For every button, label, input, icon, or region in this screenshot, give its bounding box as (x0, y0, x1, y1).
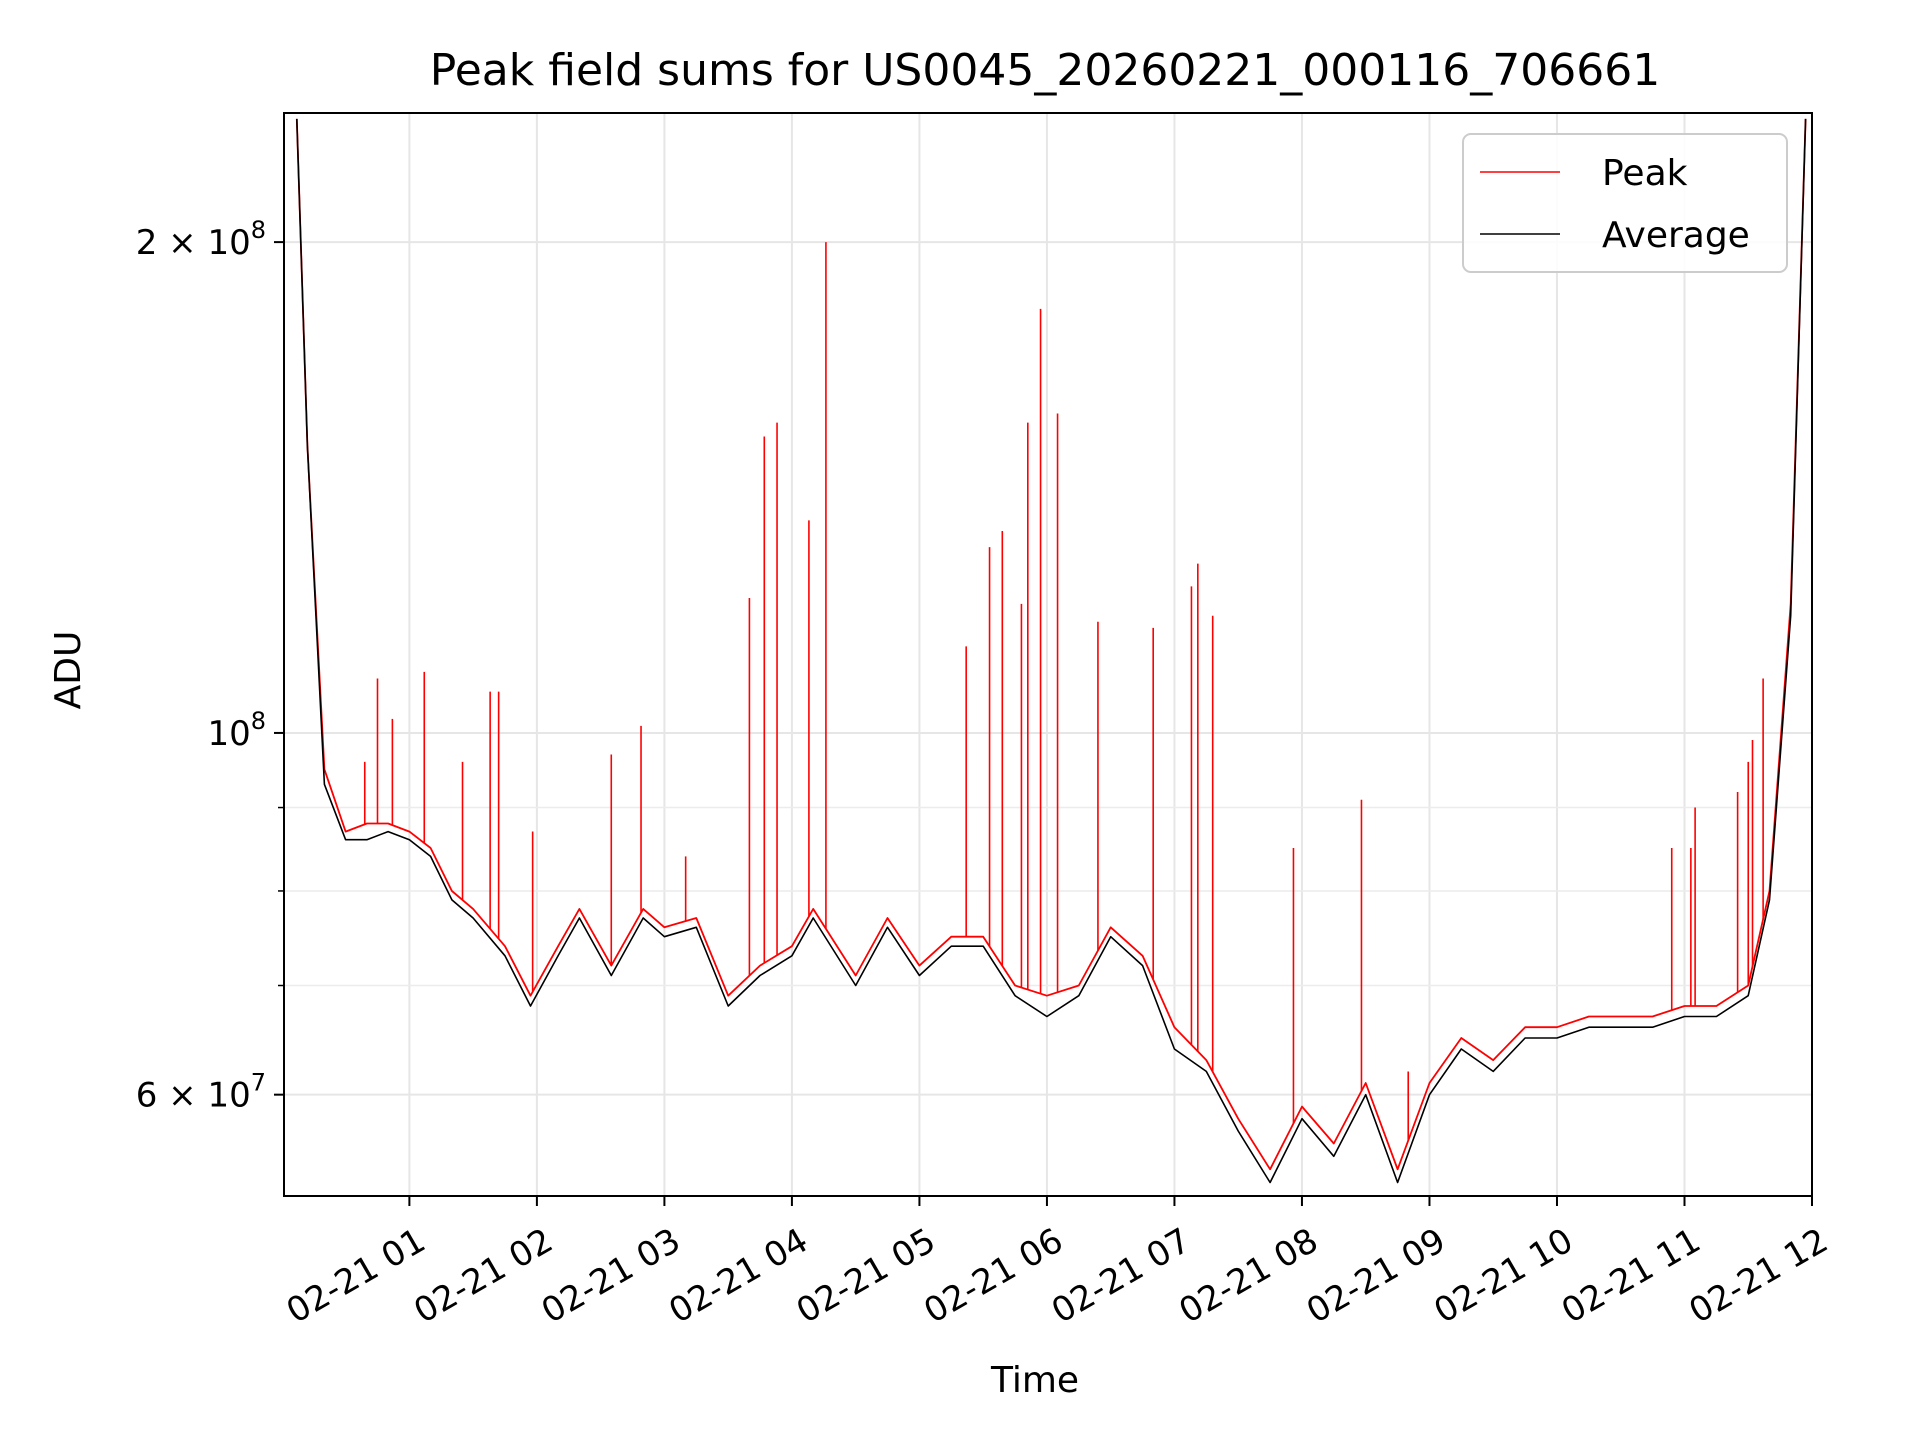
chart-title: Peak field sums for US0045_20260221_0001… (430, 45, 1660, 96)
legend-label-average: Average (1602, 215, 1750, 256)
x-axis-label: Time (990, 1360, 1079, 1401)
y-tick-label: 108 (207, 707, 266, 754)
plot-frame (283, 112, 1813, 1197)
series-line-peak (295, 118, 1807, 1171)
legend: Peak Average (1462, 133, 1788, 273)
series-line-average (296, 118, 1807, 1184)
y-tick-label: 6 × 107 (136, 1069, 266, 1116)
y-axis-label: ADU (48, 631, 89, 710)
legend-label-peak: Peak (1602, 153, 1688, 194)
y-axis: 6 × 107 108 2 × 108 (136, 216, 284, 1116)
y-tick-label: 2 × 108 (136, 216, 266, 263)
grid (284, 113, 1813, 1196)
series-layer (295, 118, 1807, 1184)
legend-box (1462, 133, 1788, 273)
